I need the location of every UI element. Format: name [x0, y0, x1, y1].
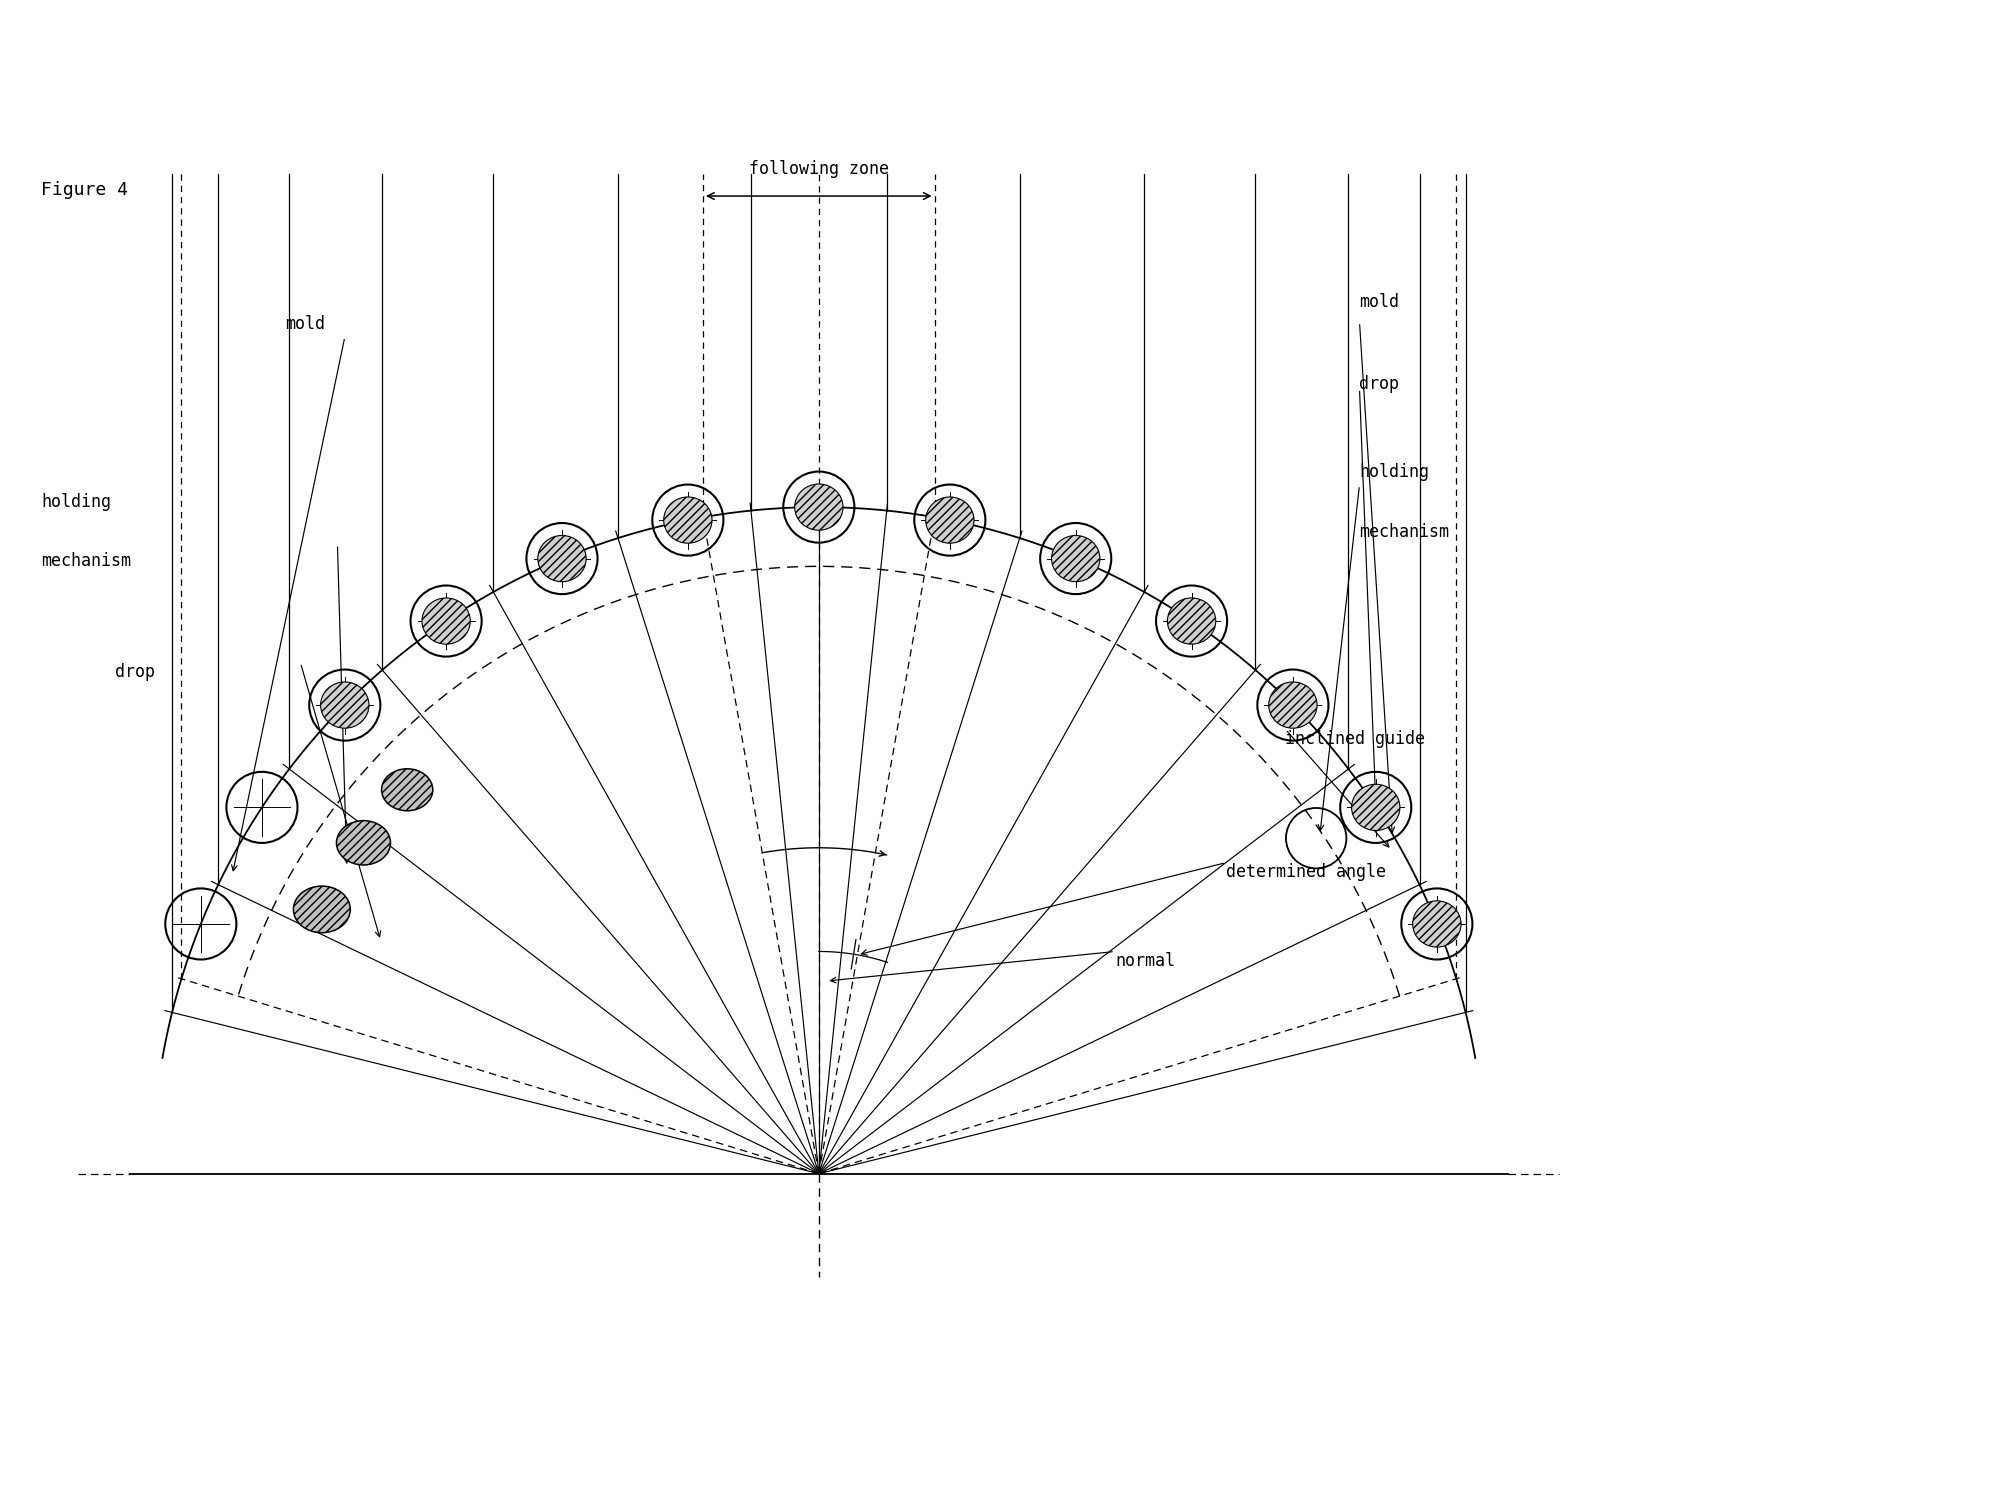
Ellipse shape [1413, 900, 1461, 947]
Text: drop: drop [1359, 374, 1399, 392]
Text: mechanism: mechanism [1359, 523, 1449, 541]
Text: inclined guide: inclined guide [1284, 730, 1425, 748]
Ellipse shape [1166, 598, 1214, 645]
Text: Figure 4: Figure 4 [42, 182, 128, 200]
Text: mold: mold [1359, 293, 1399, 311]
Text: mold: mold [285, 316, 325, 334]
Ellipse shape [381, 770, 434, 810]
Text: holding: holding [42, 493, 110, 511]
Text: following zone: following zone [749, 159, 889, 177]
Text: drop: drop [114, 663, 155, 681]
Ellipse shape [421, 598, 470, 645]
Text: determined angle: determined angle [1226, 863, 1385, 881]
Ellipse shape [293, 887, 349, 933]
Ellipse shape [1351, 785, 1399, 831]
Ellipse shape [337, 821, 389, 864]
Text: holding: holding [1359, 463, 1429, 481]
Text: normal: normal [1114, 953, 1174, 971]
Ellipse shape [321, 682, 369, 727]
Ellipse shape [795, 484, 843, 531]
Ellipse shape [1052, 535, 1100, 582]
Ellipse shape [664, 497, 712, 543]
Text: mechanism: mechanism [42, 552, 130, 570]
Ellipse shape [538, 535, 586, 582]
Ellipse shape [1268, 682, 1317, 727]
Ellipse shape [925, 497, 973, 543]
